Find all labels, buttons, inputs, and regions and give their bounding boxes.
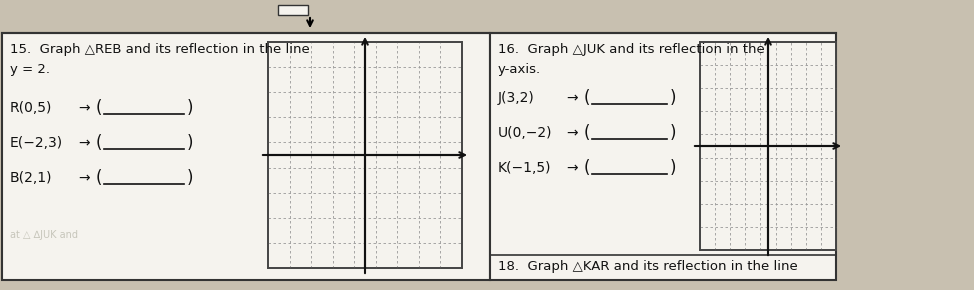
- Text: 15.  Graph △REB and its reflection in the line: 15. Graph △REB and its reflection in the…: [10, 43, 310, 56]
- Text: U(0,−2): U(0,−2): [498, 126, 552, 140]
- Text: 18.  Graph △KAR and its reflection in the line: 18. Graph △KAR and its reflection in the…: [498, 260, 798, 273]
- Text: (: (: [584, 159, 590, 177]
- Text: R(0,5): R(0,5): [10, 101, 53, 115]
- Bar: [490, 33, 836, 280]
- Text: ): ): [187, 134, 194, 152]
- Text: at △ ∆JUK and: at △ ∆JUK and: [10, 230, 78, 240]
- Text: y-axis.: y-axis.: [498, 63, 542, 76]
- Text: ): ): [187, 99, 194, 117]
- Text: ): ): [670, 159, 677, 177]
- Text: 16.  Graph △JUK and its reflection in the: 16. Graph △JUK and its reflection in the: [498, 43, 765, 56]
- Text: (: (: [584, 89, 590, 107]
- Text: →: →: [566, 91, 578, 105]
- Text: y = 2.: y = 2.: [10, 63, 50, 76]
- Text: ): ): [670, 124, 677, 142]
- Bar: [700, 42, 836, 250]
- Bar: [268, 42, 462, 268]
- Text: (: (: [584, 124, 590, 142]
- Text: E(−2,3): E(−2,3): [10, 136, 63, 150]
- Text: (: (: [96, 169, 102, 187]
- Text: ): ): [187, 169, 194, 187]
- Text: →: →: [78, 171, 90, 185]
- Text: (: (: [96, 134, 102, 152]
- Bar: [278, 5, 308, 15]
- Text: →: →: [566, 161, 578, 175]
- Text: B(2,1): B(2,1): [10, 171, 53, 185]
- Text: ): ): [670, 89, 677, 107]
- Text: (: (: [96, 99, 102, 117]
- Text: →: →: [78, 101, 90, 115]
- Text: K(−1,5): K(−1,5): [498, 161, 551, 175]
- Text: →: →: [566, 126, 578, 140]
- Text: J(3,2): J(3,2): [498, 91, 535, 105]
- Text: →: →: [78, 136, 90, 150]
- Bar: [2, 33, 490, 280]
